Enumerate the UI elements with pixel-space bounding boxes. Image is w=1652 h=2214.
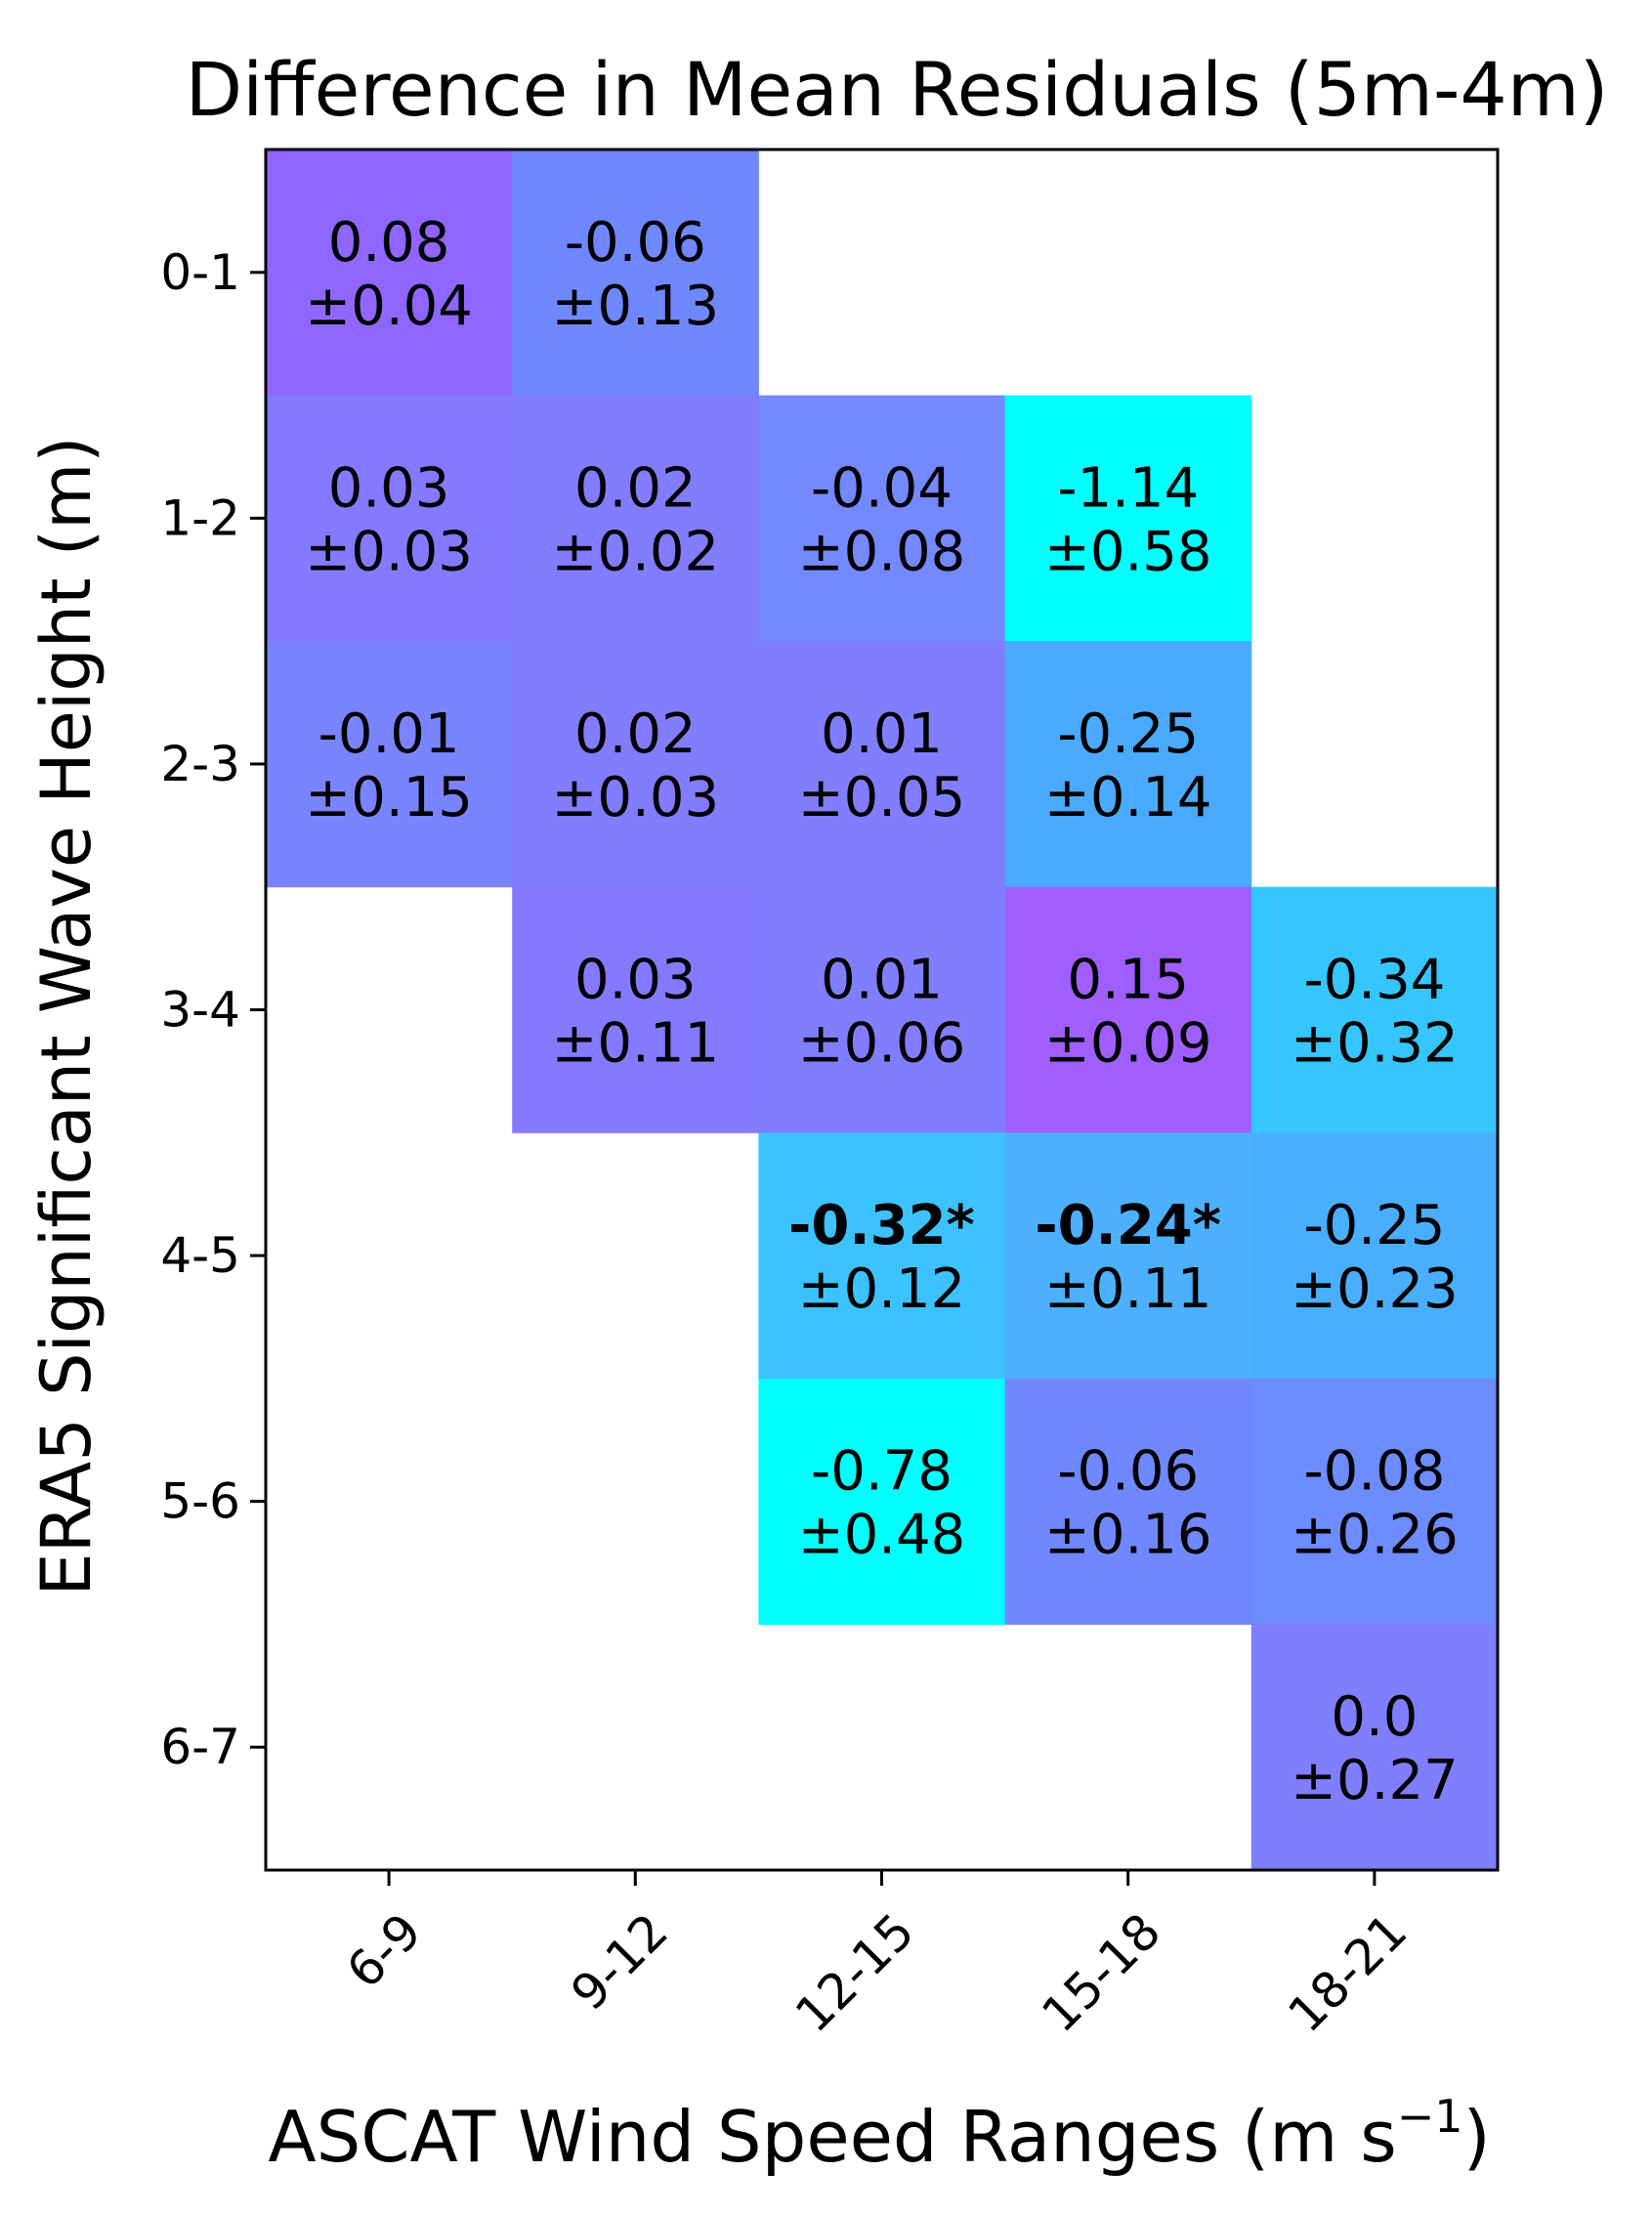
cell-value-label: 0.02 — [574, 456, 697, 520]
cell-value-label: 0.01 — [821, 703, 943, 766]
heatmap-cell — [758, 1378, 1006, 1625]
cell-value-label: 0.15 — [1067, 949, 1189, 1012]
cell-error-label: ±0.11 — [1044, 1257, 1212, 1321]
x-axis-label-close: ) — [1463, 2096, 1491, 2178]
y-tick-label: 6-7 — [160, 1719, 240, 1775]
cell-value-label: 0.03 — [328, 456, 450, 520]
cell-value-label: -0.25 — [1057, 703, 1199, 766]
cell-error-label: ±0.16 — [1044, 1504, 1212, 1567]
y-axis-label: ERA5 Significant Wave Height (m) — [26, 436, 106, 1596]
cell-error-label: ±0.04 — [305, 275, 473, 338]
cell-value-label: 0.08 — [328, 211, 450, 275]
cell-value-label: -0.24* — [1035, 1194, 1221, 1257]
heatmap-cell — [512, 149, 759, 397]
heatmap-cell — [758, 1132, 1006, 1380]
heatmap-cell — [512, 641, 759, 888]
cell-value-label: 0.03 — [574, 949, 697, 1012]
cell-error-label: ±0.03 — [551, 766, 719, 830]
heatmap-cell — [266, 641, 513, 888]
heatmap-cell — [1004, 1378, 1252, 1625]
heatmap-cell — [1250, 886, 1499, 1133]
cell-error-label: ±0.32 — [1291, 1012, 1459, 1076]
cell-value-label: -0.34 — [1303, 949, 1445, 1012]
cell-error-label: ±0.02 — [551, 520, 719, 583]
cell-error-label: ±0.03 — [305, 520, 473, 583]
y-tick-label: 3-4 — [160, 982, 240, 1039]
y-tick-label: 5-6 — [160, 1473, 240, 1530]
heatmap-cell — [1004, 395, 1252, 642]
cell-value-label: -0.06 — [565, 211, 706, 275]
y-tick-label: 1-2 — [160, 490, 240, 546]
heatmap-cell — [758, 395, 1006, 642]
heatmap-cell — [512, 395, 759, 642]
heatmap-cell — [1250, 1378, 1499, 1625]
cell-error-label: ±0.09 — [1044, 1012, 1212, 1076]
x-tick-label: 18-21 — [1278, 1902, 1419, 2043]
chart-title: Difference in Mean Residuals (5m-4m) — [186, 46, 1609, 133]
cell-value-label: -0.32* — [788, 1194, 975, 1257]
x-axis-label-text: ASCAT Wind Speed Ranges (m s — [268, 2096, 1396, 2178]
y-tick-label: 0-1 — [160, 244, 240, 301]
cell-error-label: ±0.58 — [1044, 520, 1212, 583]
cell-error-label: ±0.27 — [1291, 1749, 1459, 1812]
cell-value-label: -0.25 — [1303, 1194, 1445, 1257]
heatmap-cell — [1004, 1132, 1252, 1380]
cell-value-label: -0.78 — [811, 1440, 953, 1504]
heatmap-cell — [1004, 641, 1252, 888]
cell-error-label: ±0.15 — [305, 766, 473, 830]
cell-value-label: 0.0 — [1331, 1685, 1418, 1749]
cell-error-label: ±0.08 — [798, 520, 966, 583]
cell-error-label: ±0.06 — [798, 1012, 966, 1076]
heatmap-cell — [266, 149, 513, 397]
x-tick-label: 6-9 — [336, 1902, 433, 1999]
cell-value-label: -0.01 — [318, 703, 460, 766]
x-axis-label: ASCAT Wind Speed Ranges (m s−1) — [268, 2090, 1490, 2178]
cell-error-label: ±0.13 — [551, 275, 719, 338]
cell-error-label: ±0.12 — [798, 1257, 966, 1321]
cell-value-label: -0.04 — [811, 456, 953, 520]
heatmap-cell — [758, 886, 1006, 1133]
x-axis-label-superscript: −1 — [1397, 2090, 1463, 2143]
cell-value-label: -0.08 — [1303, 1440, 1445, 1504]
cell-error-label: ±0.05 — [798, 766, 966, 830]
cell-error-label: ±0.26 — [1291, 1504, 1459, 1567]
cell-value-label: 0.02 — [574, 703, 697, 766]
y-tick-label: 2-3 — [160, 736, 240, 792]
cell-error-label: ±0.23 — [1291, 1257, 1459, 1321]
y-tick-label: 4-5 — [160, 1227, 240, 1284]
cell-error-label: ±0.48 — [798, 1504, 966, 1567]
heatmap-cell — [1004, 886, 1252, 1133]
heatmap-cell — [1250, 1624, 1499, 1871]
x-tick-label: 9-12 — [561, 1902, 679, 2021]
cell-value-label: -1.14 — [1057, 456, 1199, 520]
heatmap-cell — [1250, 1132, 1499, 1380]
cell-error-label: ±0.11 — [551, 1012, 719, 1076]
cell-error-label: ±0.14 — [1044, 766, 1212, 830]
x-tick-label: 12-15 — [784, 1902, 925, 2043]
heatmap-cell — [758, 641, 1006, 888]
cell-value-label: 0.01 — [821, 949, 943, 1012]
cell-value-label: -0.06 — [1057, 1440, 1199, 1504]
heatmap-cell — [512, 886, 759, 1133]
heatmap-cell — [266, 395, 513, 642]
x-tick-label: 15-18 — [1031, 1902, 1171, 2043]
